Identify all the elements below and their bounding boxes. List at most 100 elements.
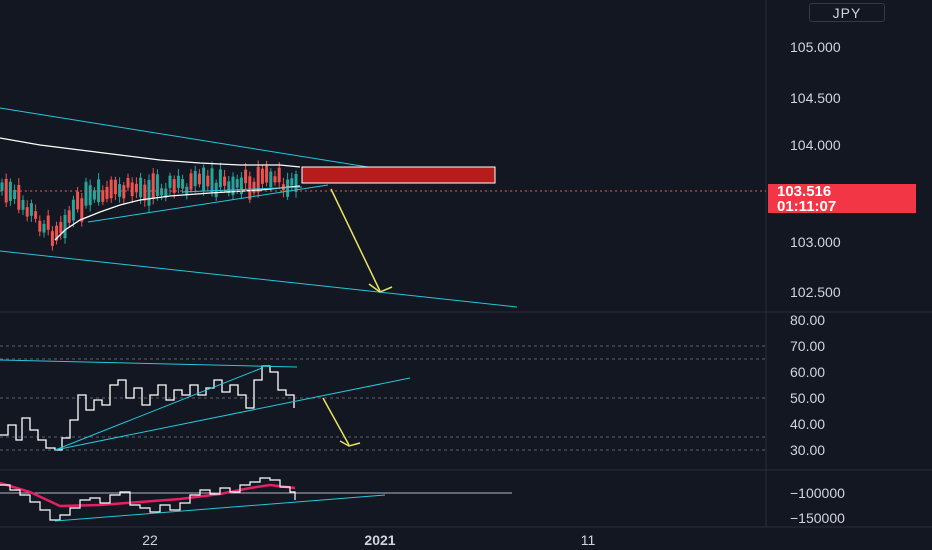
candle-body xyxy=(176,175,180,188)
candle-body xyxy=(235,179,239,188)
candle-body xyxy=(260,168,264,184)
rsi-tick-label: 30.00 xyxy=(790,442,825,458)
candle-body xyxy=(172,179,176,193)
candlestick-series[interactable] xyxy=(0,160,301,251)
rsi-tick-label: 70.00 xyxy=(790,338,825,354)
time-axis[interactable]: 22 2021 11 xyxy=(142,532,595,548)
candle-body xyxy=(210,168,214,192)
rsi-level-lines xyxy=(0,345,766,451)
candle-body xyxy=(97,179,101,203)
oscillator-pane[interactable] xyxy=(0,477,512,522)
candle-body xyxy=(46,215,50,230)
price-pane[interactable] xyxy=(0,107,766,308)
last-price-label: 103.516 xyxy=(777,183,831,200)
candle-body xyxy=(227,181,231,193)
candle-body xyxy=(189,173,193,190)
candle-body xyxy=(239,177,243,195)
price-tick-label: 104.500 xyxy=(790,90,841,106)
moving-average-line xyxy=(0,137,301,168)
candle-body xyxy=(126,177,130,188)
candle-body xyxy=(202,167,206,191)
oscillator-line xyxy=(0,477,296,521)
candle-body xyxy=(63,214,67,239)
candle-body xyxy=(76,191,80,210)
candle-body xyxy=(29,203,33,216)
candle-body xyxy=(13,189,17,200)
candle-body xyxy=(80,198,84,222)
candle-body xyxy=(164,188,168,198)
candle-body xyxy=(286,179,290,197)
projection-arrow-shaft[interactable] xyxy=(330,188,381,292)
currency-button[interactable]: JPY xyxy=(809,3,885,22)
oscillator-trendline[interactable] xyxy=(54,494,386,522)
rsi-tick-label: 60.00 xyxy=(790,364,825,380)
candle-body xyxy=(101,190,105,202)
candle-body xyxy=(160,188,164,196)
rsi-tick-label: 50.00 xyxy=(790,390,825,406)
rsi-arrow-shaft[interactable] xyxy=(322,397,350,446)
price-axis[interactable]: 105.000 104.500 104.000 103.000 102.500 xyxy=(790,39,841,300)
candle-body xyxy=(206,175,210,187)
candle-body xyxy=(181,179,185,189)
time-tick-label: 22 xyxy=(142,532,158,548)
rsi-support-trendline-2[interactable] xyxy=(54,377,411,451)
candle-body xyxy=(277,167,281,183)
channel-upper-trendline[interactable] xyxy=(0,107,431,178)
candle-body xyxy=(38,220,42,232)
candle-body xyxy=(113,179,117,195)
rsi-tick-label: 40.00 xyxy=(790,416,825,432)
candle-body xyxy=(122,185,126,199)
supply-zone-box[interactable] xyxy=(301,166,496,184)
candle-body xyxy=(273,176,277,183)
candle-body xyxy=(34,211,38,219)
candle-body xyxy=(50,231,54,246)
candle-body xyxy=(265,166,269,183)
candle-body xyxy=(256,166,260,193)
price-tick-label: 104.000 xyxy=(790,137,841,153)
candle-body xyxy=(223,176,227,186)
candle-body xyxy=(197,173,201,185)
channel-lower-trendline[interactable] xyxy=(0,250,518,308)
countdown-label: 01:11:07 xyxy=(777,198,836,215)
candle-body xyxy=(109,179,113,199)
candle-body xyxy=(168,175,172,188)
candle-body xyxy=(88,185,92,206)
rsi-pane[interactable] xyxy=(0,345,766,451)
candle-body xyxy=(155,174,159,196)
candle-body xyxy=(42,223,46,233)
rsi-tick-label: 80.00 xyxy=(790,312,825,328)
candle-body xyxy=(105,186,109,199)
rsi-arrow-head xyxy=(339,440,361,447)
candle-body xyxy=(55,225,59,241)
candle-body xyxy=(71,199,75,221)
oscillator-axis[interactable]: −100000 −150000 xyxy=(790,485,845,526)
candle-body xyxy=(92,190,96,200)
oscillator-tick-label: −150000 xyxy=(790,510,845,526)
candle-body xyxy=(214,182,218,198)
candle-body xyxy=(248,176,252,200)
rsi-upper-trendline[interactable] xyxy=(0,359,298,368)
candle-body xyxy=(0,182,4,191)
candle-body xyxy=(218,169,222,188)
candle-body xyxy=(294,174,298,192)
time-tick-label: 2021 xyxy=(364,532,395,548)
candle-body xyxy=(67,210,71,223)
price-tick-label: 105.000 xyxy=(790,39,841,55)
candle-body xyxy=(84,181,88,206)
candle-body xyxy=(17,184,21,210)
rsi-support-trendline-1[interactable] xyxy=(54,367,263,451)
candle-body xyxy=(252,181,256,193)
candle-body xyxy=(118,184,122,197)
oscillator-signal-line xyxy=(0,481,296,508)
wedge-lower-trendline[interactable] xyxy=(87,184,329,223)
wedge-upper-trendline[interactable] xyxy=(181,186,303,193)
rsi-line xyxy=(0,365,295,451)
candle-body xyxy=(21,200,25,210)
price-tick-label: 103.000 xyxy=(790,234,841,250)
candle-body xyxy=(193,171,197,187)
rsi-axis[interactable]: 80.00 70.00 60.00 50.00 40.00 30.00 xyxy=(790,312,825,458)
candle-body xyxy=(231,176,235,195)
oscillator-tick-label: −100000 xyxy=(790,485,845,501)
